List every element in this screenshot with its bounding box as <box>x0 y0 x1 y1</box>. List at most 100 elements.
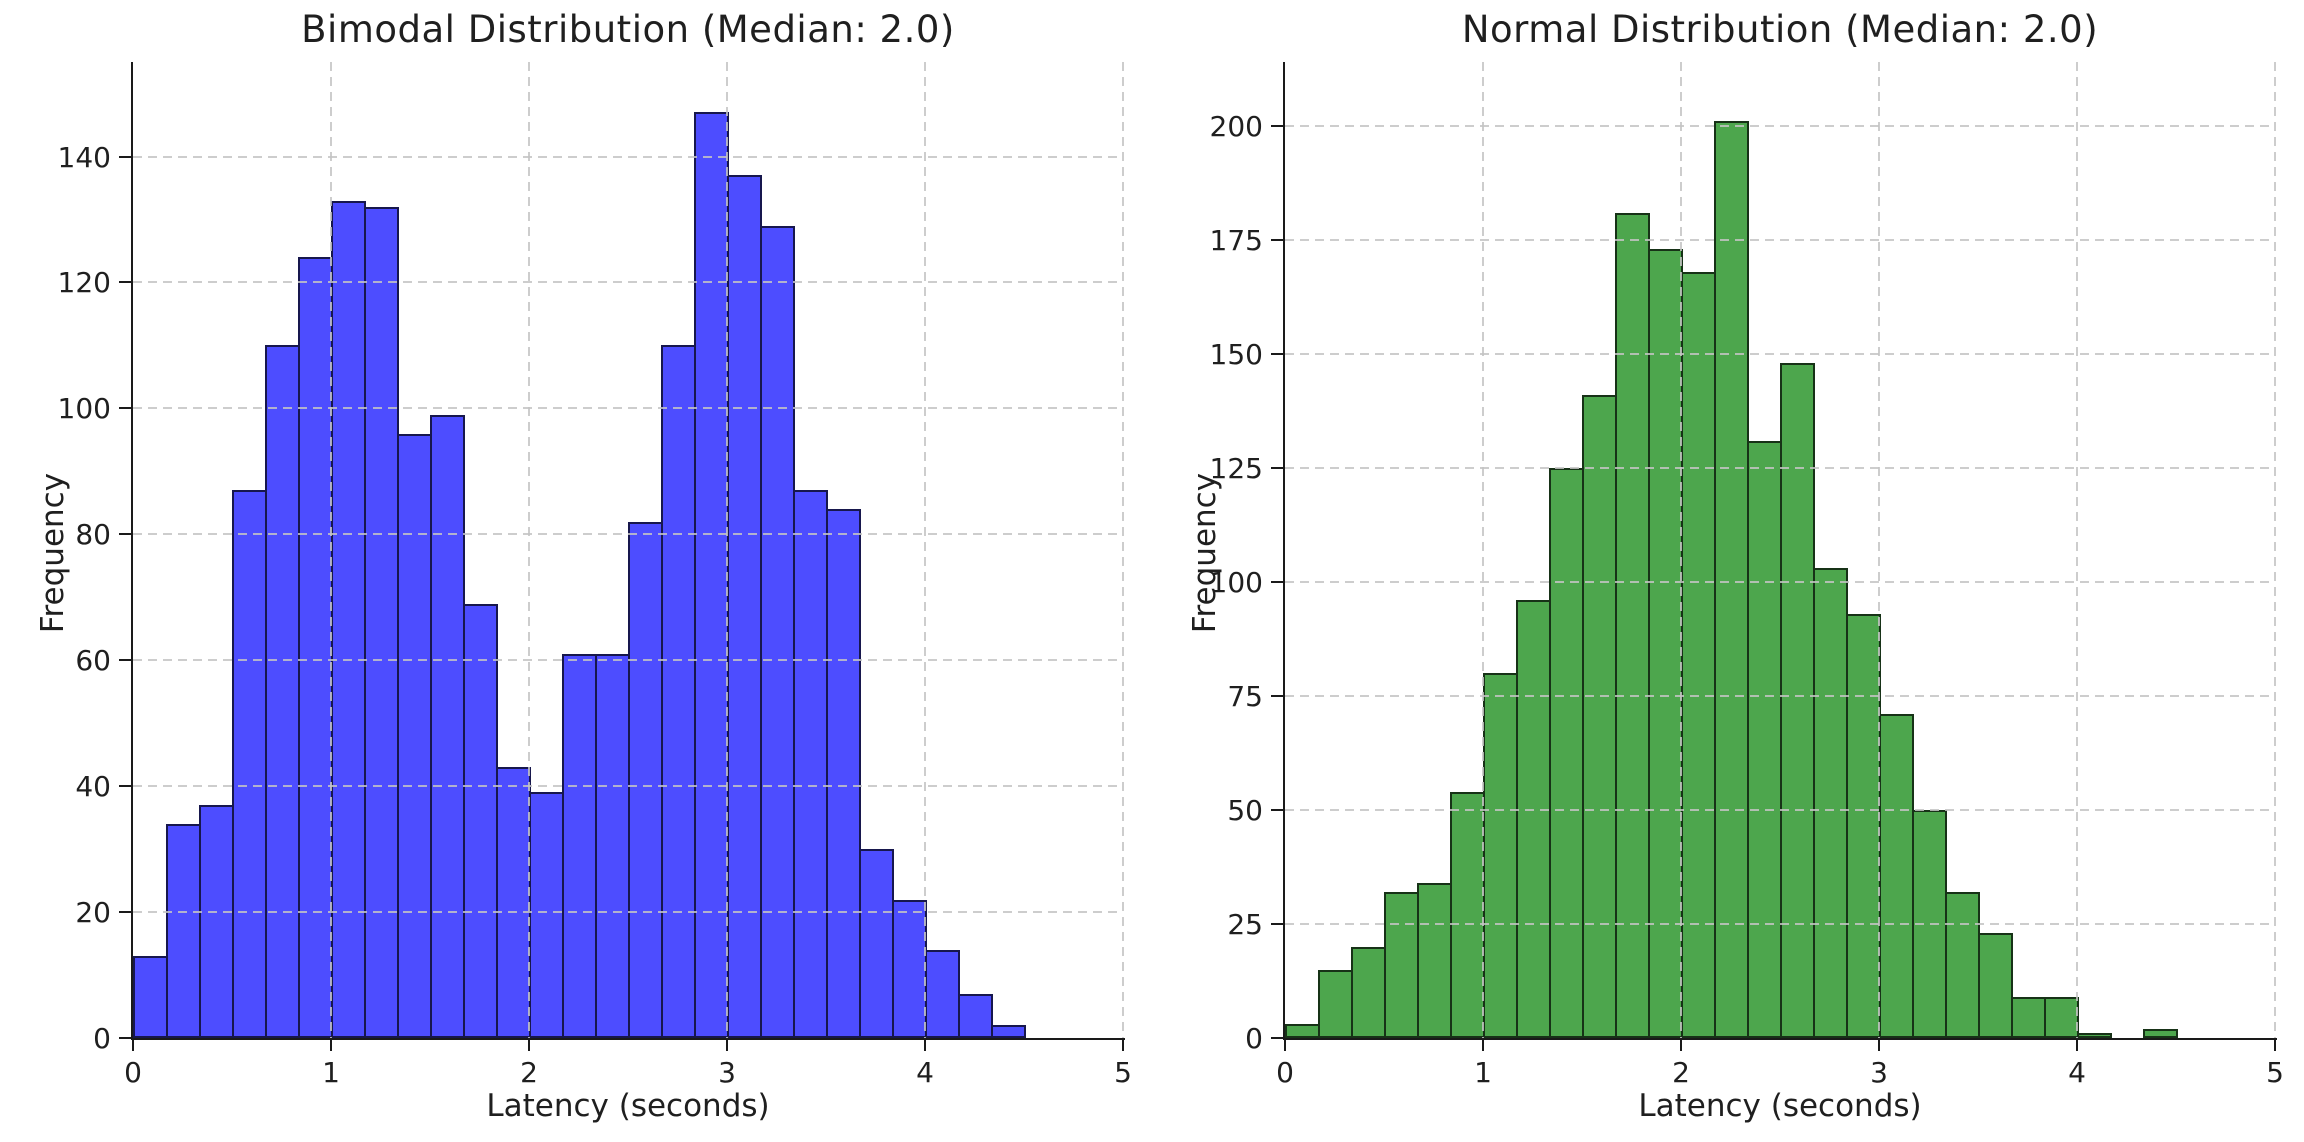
histogram-bar <box>1615 212 1650 1038</box>
histogram-bar <box>1384 892 1419 1038</box>
histogram-bar <box>1549 467 1584 1038</box>
histogram-bar <box>991 1025 1026 1038</box>
y-axis-spine <box>131 62 133 1040</box>
gridline-horizontal <box>133 281 1123 284</box>
histogram-bar <box>2011 997 2046 1038</box>
x-tick-label: 5 <box>1114 1056 1132 1089</box>
histogram-bar <box>1813 568 1848 1038</box>
y-tick-mark <box>1271 923 1283 925</box>
histogram-bar <box>1780 363 1815 1038</box>
x-tick-label: 4 <box>2068 1056 2086 1089</box>
y-tick-label: 140 <box>57 140 111 174</box>
histogram-bar <box>727 175 762 1038</box>
histogram-bar <box>1285 1024 1320 1038</box>
histogram-bar <box>331 200 366 1038</box>
x-tick-mark <box>528 1040 530 1051</box>
histogram-bar <box>793 490 828 1038</box>
histogram-bar <box>958 993 993 1038</box>
x-axis-label: Latency (seconds) <box>1638 1088 1922 1124</box>
x-tick-mark <box>1680 1040 1682 1051</box>
gridline-horizontal <box>1285 124 2275 127</box>
histogram-bar <box>364 206 399 1038</box>
y-tick-mark <box>119 1037 131 1039</box>
x-tick-mark <box>924 1040 926 1051</box>
histogram-bar <box>133 956 168 1038</box>
histogram-bar <box>1450 791 1485 1038</box>
y-tick-label: 0 <box>93 1022 111 1055</box>
histogram-bar <box>1681 271 1716 1038</box>
x-tick-label: 1 <box>322 1056 340 1089</box>
chart-normal-distribution: Normal Distribution (Median: 2.0) Freque… <box>1152 0 2304 1142</box>
y-tick-mark <box>1271 694 1283 697</box>
x-tick-mark <box>1284 1040 1286 1051</box>
y-tick-label: 75 <box>1227 679 1263 713</box>
y-tick-label: 20 <box>75 896 111 930</box>
histogram-bar <box>1351 946 1386 1038</box>
y-tick-label: 150 <box>1209 337 1263 371</box>
x-tick-label: 2 <box>520 1056 538 1089</box>
gridline-vertical <box>2076 62 2078 1038</box>
y-tick-label: 40 <box>75 770 111 804</box>
histogram-bar <box>1879 714 1914 1038</box>
histogram-bar <box>1483 673 1518 1038</box>
histogram-bar <box>760 225 795 1038</box>
histogram-bar <box>1417 882 1452 1038</box>
x-axis-spine <box>131 1038 1125 1040</box>
y-tick-mark <box>119 155 131 158</box>
y-tick-mark <box>119 281 131 284</box>
y-tick-label: 120 <box>57 266 111 300</box>
histogram-bar <box>925 949 960 1038</box>
histogram-bar <box>166 823 201 1038</box>
histogram-bar <box>496 767 531 1038</box>
histogram-bar <box>232 490 267 1038</box>
x-tick-mark <box>132 1040 134 1051</box>
x-tick-mark <box>330 1040 332 1051</box>
y-tick-mark <box>119 785 131 788</box>
y-tick-label: 100 <box>1209 565 1263 599</box>
y-tick-label: 100 <box>57 392 111 426</box>
x-tick-mark <box>2076 1040 2078 1051</box>
y-tick-mark <box>1271 809 1283 811</box>
histogram-bar <box>1318 969 1353 1038</box>
histogram-bar <box>265 345 300 1038</box>
x-tick-label: 3 <box>718 1056 736 1089</box>
x-tick-label: 3 <box>1870 1056 1888 1089</box>
x-tick-label: 4 <box>916 1056 934 1089</box>
histogram-bar <box>1912 810 1947 1038</box>
histogram-bar <box>430 414 465 1038</box>
x-tick-mark <box>1122 1040 1124 1051</box>
histogram-bar <box>1516 600 1551 1038</box>
histogram-bar <box>1846 613 1881 1038</box>
x-tick-mark <box>1878 1040 1880 1051</box>
histogram-bar <box>2077 1033 2112 1038</box>
x-axis-label: Latency (seconds) <box>486 1088 770 1124</box>
histogram-bar <box>397 433 432 1038</box>
gridline-vertical <box>1122 62 1124 1038</box>
y-tick-label: 200 <box>1209 109 1263 143</box>
y-tick-mark <box>119 659 131 662</box>
histogram-bar <box>463 603 498 1038</box>
x-tick-mark <box>2274 1040 2276 1051</box>
y-tick-label: 0 <box>1245 1022 1263 1055</box>
gridline-vertical <box>924 62 926 1038</box>
chart-title: Bimodal Distribution (Median: 2.0) <box>301 8 955 51</box>
x-tick-label: 2 <box>1672 1056 1690 1089</box>
histogram-bar <box>859 849 894 1038</box>
y-tick-mark <box>1271 352 1283 355</box>
x-tick-label: 0 <box>124 1056 142 1089</box>
y-tick-mark <box>1271 238 1283 241</box>
y-tick-label: 25 <box>1227 908 1263 941</box>
x-tick-mark <box>726 1040 728 1051</box>
y-tick-label: 60 <box>75 644 111 678</box>
histogram-bar <box>1747 440 1782 1038</box>
gridline-horizontal <box>133 155 1123 158</box>
y-axis-spine <box>1283 62 1285 1040</box>
x-tick-label: 5 <box>2266 1056 2284 1089</box>
gridline-vertical <box>2274 62 2276 1038</box>
histogram-bar <box>826 509 861 1038</box>
y-tick-mark <box>119 533 131 536</box>
x-axis-spine <box>1283 1038 2277 1040</box>
y-tick-mark <box>1271 124 1283 127</box>
histogram-bar <box>1978 933 2013 1038</box>
gridline-horizontal <box>1285 352 2275 355</box>
